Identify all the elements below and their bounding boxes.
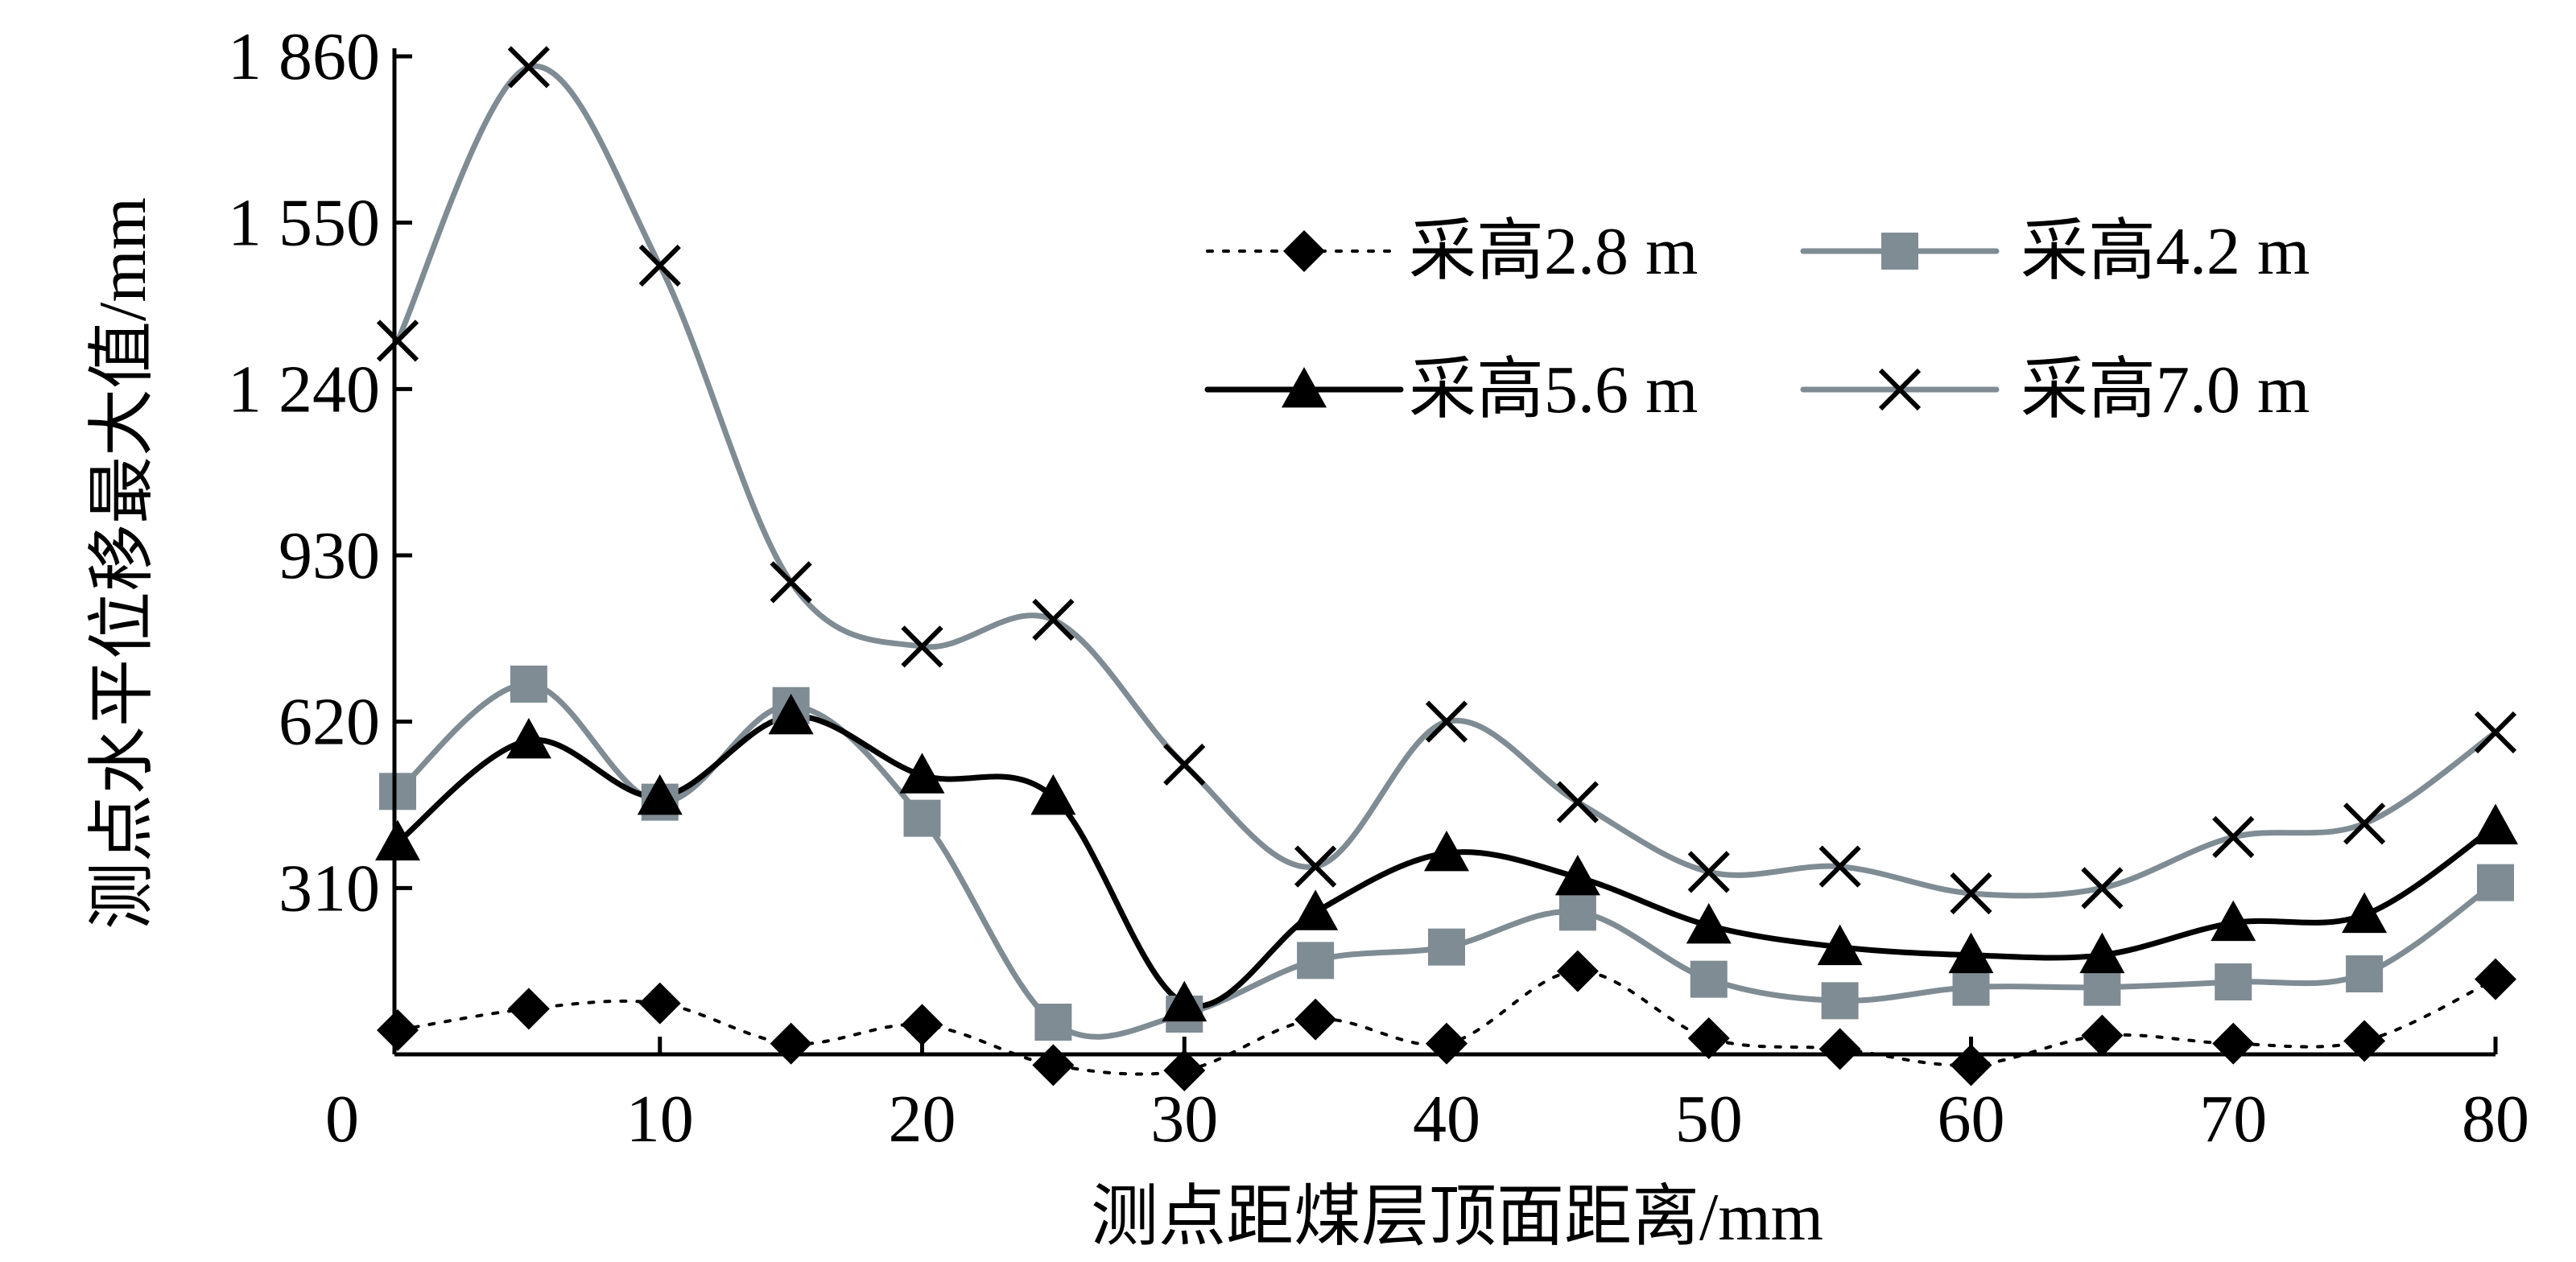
legend-label-3: 采高5.6 m [1409, 353, 1698, 427]
series-1-point-12 [1818, 1028, 1861, 1070]
series-4-point-12 [1818, 845, 1861, 888]
series-3-point-5 [899, 753, 945, 794]
series-1-point-14 [2081, 1014, 2124, 1057]
series-3-point-4 [768, 694, 814, 735]
series-4-point-6 [1032, 598, 1075, 641]
legend-marker-3 [1282, 367, 1327, 408]
series-4-point-1 [376, 320, 419, 362]
series-4-point-11 [1687, 851, 1730, 893]
y-tick-label-3: 930 [279, 518, 380, 593]
series-4-point-15 [2212, 815, 2255, 859]
x-tick-label-7: 60 [1938, 1082, 2005, 1157]
legend-marker-2 [1881, 233, 1918, 270]
series-3-point-12 [1817, 924, 1863, 966]
y-tick-label-1: 310 [279, 851, 380, 926]
series-2-point-10 [1558, 893, 1596, 931]
y-tick-label-5: 1 550 [228, 186, 380, 261]
series-4-point-8 [1294, 845, 1337, 888]
y-axis-title: 测点水平位移最大值/mm [85, 197, 160, 930]
x-tick-label-5: 40 [1413, 1082, 1480, 1157]
series-line-3 [394, 713, 2499, 1009]
legend-label-4: 采高7.0 m [2021, 353, 2310, 427]
series-4-point-16 [2343, 802, 2386, 845]
series-2-point-17 [2477, 864, 2514, 901]
series-3-point-17 [2473, 803, 2518, 845]
series-1-point-3 [638, 982, 681, 1025]
series-2-point-1 [379, 773, 416, 810]
y-tick-label-4: 1 240 [228, 352, 380, 427]
legend-marker-4 [1878, 368, 1922, 411]
series-3-point-6 [1030, 774, 1076, 815]
series-3-point-1 [375, 819, 420, 861]
series-4-point-17 [2474, 711, 2517, 754]
series-2-point-11 [1690, 960, 1728, 998]
legend-marker-1 [1283, 230, 1325, 272]
series-3-point-8 [1293, 889, 1339, 930]
axes [392, 48, 2498, 1057]
series-3-point-3 [637, 774, 683, 815]
series-2-point-16 [2346, 955, 2384, 992]
series-4-point-4 [770, 561, 812, 604]
legend: 采高2.8 m 采高4.2 m 采高5.6 m 采高7.0 m [1204, 214, 2310, 427]
series-4-point-14 [2081, 867, 2124, 909]
x-axis-title: 测点距煤层顶面距离/mm [1091, 1180, 1823, 1255]
series-4-point-3 [638, 244, 681, 287]
x-tick-label-9: 80 [2462, 1082, 2529, 1157]
series-1-point-7 [1163, 1050, 1206, 1091]
y-tick-label-6: 1 860 [228, 19, 380, 94]
series-2-point-8 [1297, 942, 1335, 979]
series-1-point-5 [901, 1004, 943, 1046]
series-3-point-16 [2342, 892, 2388, 934]
series-3-point-14 [2079, 932, 2125, 974]
y-tick-label-2: 620 [279, 685, 380, 760]
plot-markers [375, 46, 2518, 1091]
series-line-4 [394, 63, 2499, 899]
x-tick-label-2: 10 [626, 1082, 694, 1157]
series-3-point-10 [1554, 855, 1600, 896]
legend-label-2: 采高4.2 m [2021, 214, 2310, 289]
series-2-point-6 [1034, 1004, 1072, 1041]
series-2-point-14 [2083, 968, 2121, 1006]
series-1-point-2 [507, 988, 550, 1030]
series-2-point-13 [1952, 968, 1990, 1006]
x-tick-label-4: 30 [1150, 1082, 1218, 1157]
series-4-point-9 [1425, 700, 1468, 743]
series-3-point-13 [1948, 932, 1994, 974]
series-3-point-9 [1424, 831, 1469, 872]
series-1-point-4 [770, 1022, 812, 1065]
series-2-point-15 [2215, 963, 2252, 1000]
series-1-point-17 [2475, 958, 2516, 1000]
x-tick-label-3: 20 [889, 1082, 956, 1157]
series-3-point-15 [2211, 900, 2256, 942]
series-1-point-16 [2343, 1020, 2386, 1062]
series-2-point-5 [903, 799, 941, 837]
series-4-point-2 [507, 46, 550, 89]
x-tick-label-1: 0 [325, 1082, 359, 1157]
series-1-point-8 [1294, 998, 1337, 1041]
series-3-point-11 [1686, 903, 1732, 944]
legend-label-1: 采高2.8 m [1409, 214, 1698, 289]
x-tick-label-6: 50 [1675, 1082, 1743, 1157]
series-4-point-10 [1556, 781, 1600, 823]
series-2-point-12 [1821, 982, 1859, 1020]
series-3-point-7 [1162, 980, 1208, 1022]
series-3-point-2 [506, 718, 551, 759]
tick-labels: 310 620 930 1 240 1 550 1 860 0 10 20 30 40 50 60 70 8… [228, 19, 2529, 1157]
series-1-point-10 [1556, 950, 1599, 992]
x-tick-label-8: 70 [2199, 1082, 2267, 1157]
series-4-point-7 [1163, 743, 1206, 786]
series-2-point-2 [510, 666, 547, 703]
series-4-point-5 [901, 625, 943, 668]
series-1-point-1 [377, 1009, 419, 1051]
series-4-point-13 [1950, 872, 1992, 915]
series-1-point-6 [1032, 1044, 1075, 1087]
series-2-point-9 [1428, 928, 1465, 966]
